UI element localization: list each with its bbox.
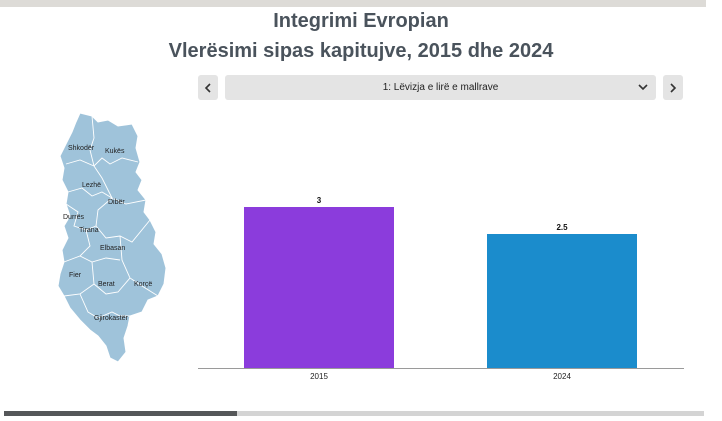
albania-map: Shkodër Kukës Lezhë Dibër Durrës Tirana … — [50, 108, 170, 370]
bar-2024 — [487, 233, 637, 368]
chapter-select[interactable]: 1: Lëvizja e lirë e mallrave — [225, 75, 656, 100]
map-label-kukes: Kukës — [105, 148, 125, 155]
chevron-left-icon — [204, 82, 211, 93]
bar-value-label: 3 — [316, 195, 322, 205]
slide-progress-track — [4, 411, 704, 416]
map-label-berat: Berat — [98, 281, 115, 288]
chevron-down-icon — [638, 84, 648, 91]
bar-value-label: 2.5 — [556, 222, 568, 232]
region-borders — [63, 115, 159, 319]
map-label-tirana: Tirana — [79, 227, 99, 234]
x-tick-label: 2015 — [310, 372, 328, 381]
bar-2015 — [244, 206, 394, 368]
top-strip — [0, 0, 706, 7]
map-label-lezhe: Lezhë — [82, 182, 102, 189]
previous-chapter-button[interactable] — [198, 75, 218, 100]
slide-progress-fill — [4, 411, 238, 416]
map-label-gjirokaster: Gjirokastër — [94, 315, 128, 322]
map-label-shkoder: Shkodër — [68, 145, 95, 152]
map-label-fier: Fier — [69, 272, 82, 279]
albania-map-shape — [57, 112, 167, 363]
x-axis-line — [198, 368, 684, 369]
x-tick-label: 2024 — [553, 372, 571, 381]
chevron-right-icon — [670, 82, 677, 93]
bar-chart: 3 2015 2.5 2024 — [198, 180, 684, 385]
map-label-diber: Dibër — [108, 199, 125, 206]
chapter-select-value: 1: Lëvizja e lirë e mallrave — [382, 82, 499, 93]
next-chapter-button[interactable] — [663, 75, 683, 100]
map-label-durres: Durrës — [63, 214, 85, 221]
page-subtitle: Vlerësimi sipas kapitujve, 2015 dhe 2024 — [168, 40, 554, 62]
page-title: Integrimi Evropian — [273, 10, 449, 32]
map-label-elbasan: Elbasan — [100, 245, 126, 252]
map-label-korce: Korçë — [134, 281, 153, 288]
